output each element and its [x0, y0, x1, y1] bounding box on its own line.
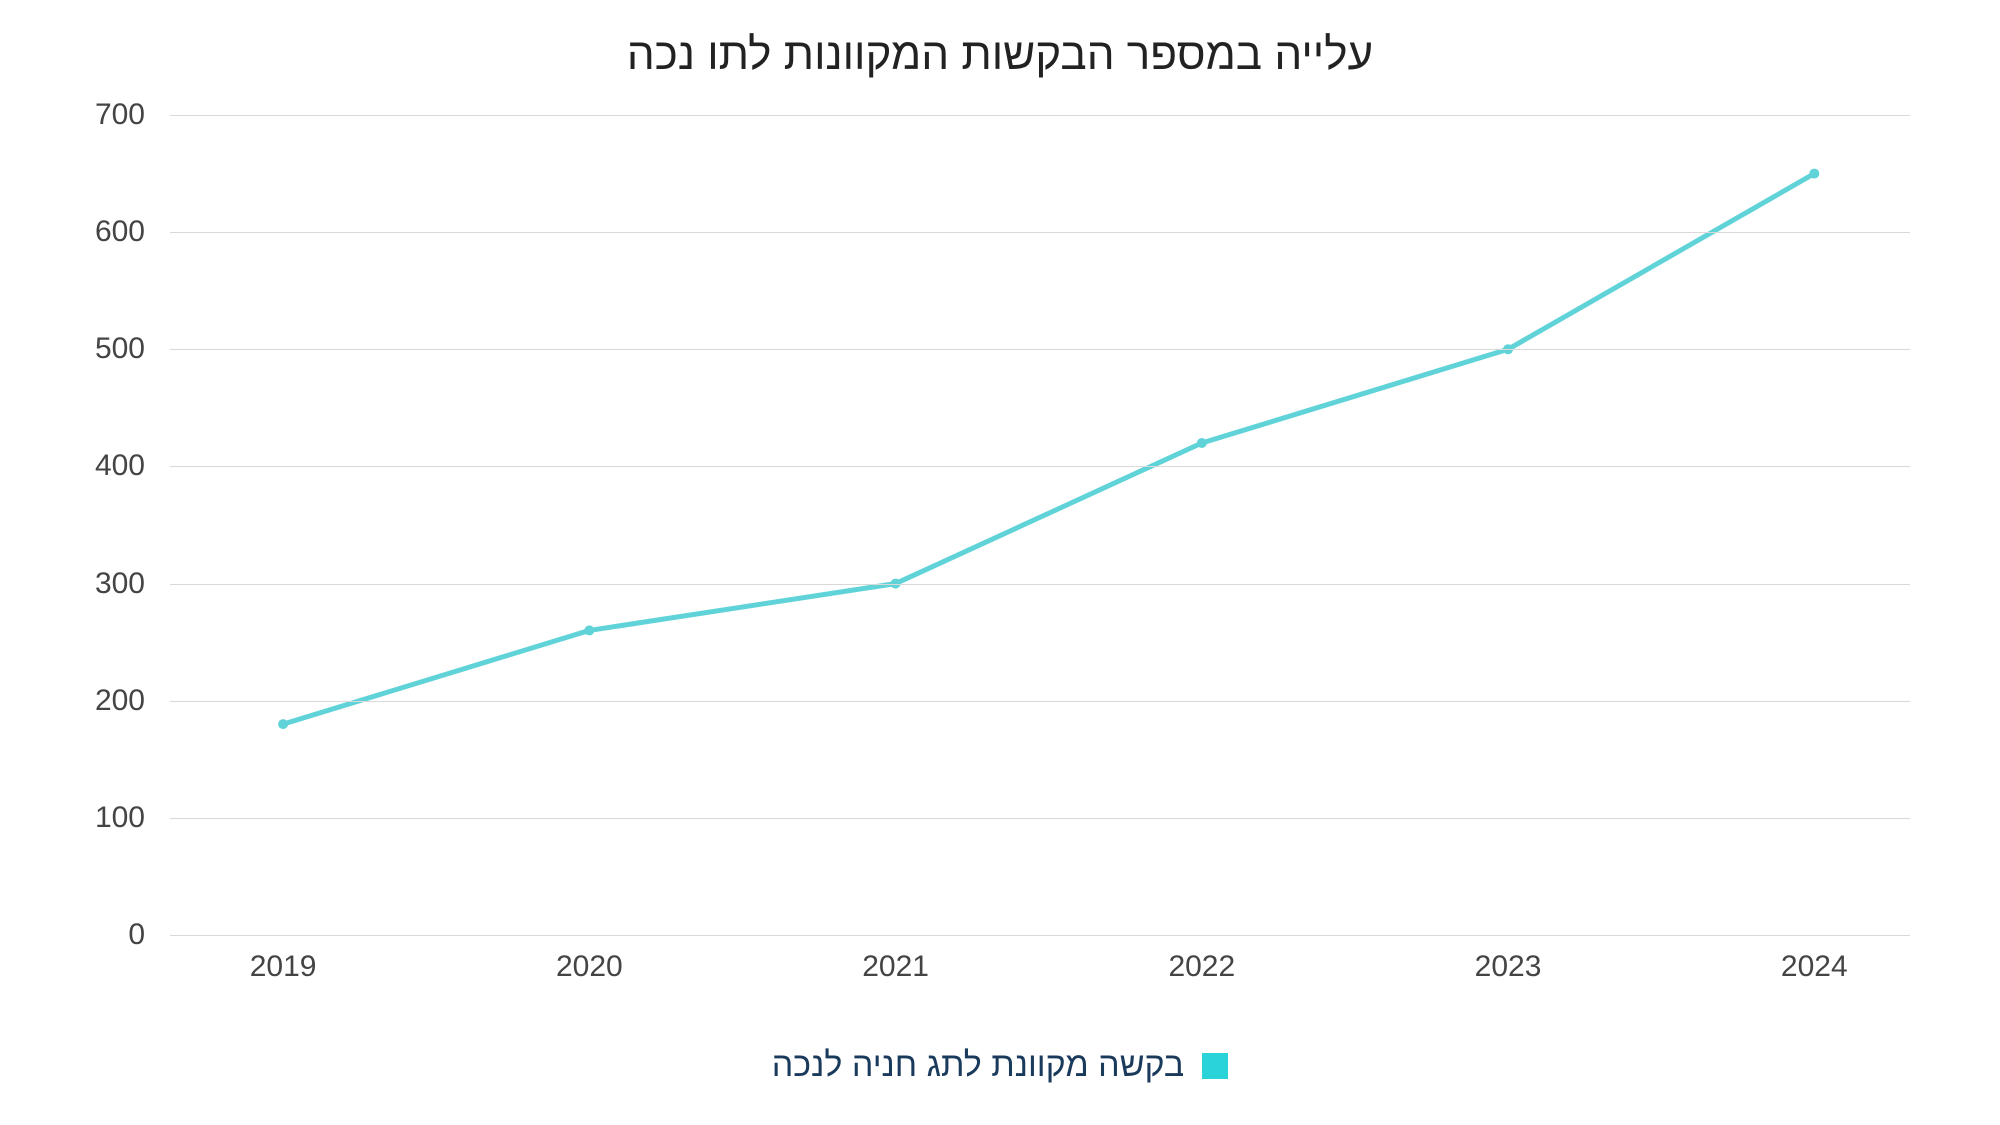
- data-point: [584, 625, 594, 635]
- legend-swatch: [1202, 1053, 1228, 1079]
- x-axis-tick: 2023: [1475, 950, 1542, 984]
- x-axis-tick: 2024: [1781, 950, 1848, 984]
- x-axis-tick: 2019: [250, 950, 317, 984]
- data-line: [283, 174, 1814, 725]
- data-point: [278, 719, 288, 729]
- y-axis-tick: 400: [95, 449, 145, 483]
- y-axis-tick: 700: [95, 98, 145, 132]
- grid-line: [170, 818, 1910, 819]
- data-point: [1809, 169, 1819, 179]
- x-axis-tick: 2021: [862, 950, 929, 984]
- grid-line: [170, 115, 1910, 116]
- data-point: [1197, 438, 1207, 448]
- grid-line: [170, 466, 1910, 467]
- grid-line: [170, 935, 1910, 936]
- chart-title: עלייה במספר הבקשות המקוונות לתו נכה: [0, 30, 2000, 80]
- y-axis-tick: 0: [128, 918, 145, 952]
- grid-line: [170, 232, 1910, 233]
- y-axis-tick: 100: [95, 801, 145, 835]
- y-axis-tick: 500: [95, 332, 145, 366]
- chart-container: עלייה במספר הבקשות המקוונות לתו נכה 0100…: [0, 0, 2000, 1125]
- legend-item: בקשה מקוונת לתג חניה לנכה: [772, 1046, 1228, 1085]
- x-axis-tick: 2022: [1168, 950, 1235, 984]
- legend: בקשה מקוונת לתג חניה לנכה: [0, 1046, 2000, 1085]
- y-axis-tick: 600: [95, 215, 145, 249]
- grid-line: [170, 584, 1910, 585]
- line-chart-svg: [170, 115, 1910, 935]
- grid-line: [170, 349, 1910, 350]
- y-axis-tick: 200: [95, 684, 145, 718]
- y-axis-tick: 300: [95, 567, 145, 601]
- x-axis-tick: 2020: [556, 950, 623, 984]
- grid-line: [170, 701, 1910, 702]
- legend-label: בקשה מקוונת לתג חניה לנכה: [772, 1046, 1184, 1085]
- plot-area: 0100200300400500600700201920202021202220…: [170, 115, 1910, 935]
